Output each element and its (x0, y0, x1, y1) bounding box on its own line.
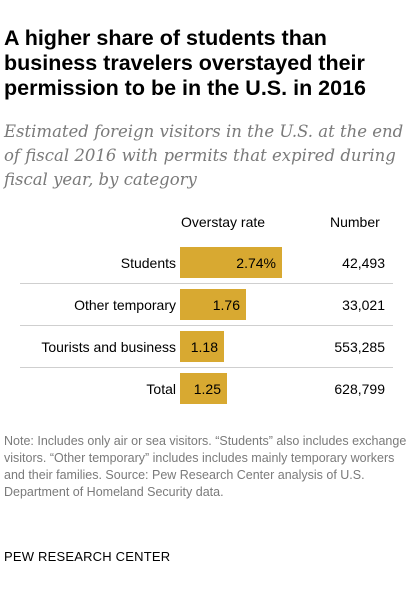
number-value: 553,285 (334, 339, 385, 355)
bar-value-label: 2.74% (236, 255, 276, 271)
column-header-number: Number (330, 214, 380, 230)
category-label: Total (146, 381, 176, 397)
column-header-rate: Overstay rate (181, 214, 266, 230)
table-row: Students 2.74% 42,493 (0, 242, 413, 284)
number-value: 42,493 (342, 255, 385, 271)
table-row: Tourists and business 1.18 553,285 (0, 326, 413, 368)
bar-value-label: 1.18 (190, 339, 218, 355)
note-text: Note: Includes only air or sea visitors.… (4, 434, 407, 499)
table-row: Other temporary 1.76 33,021 (0, 284, 413, 326)
number-value: 628,799 (334, 381, 385, 397)
bar (180, 289, 246, 320)
bar (180, 247, 282, 278)
chart-subtitle: Estimated foreign visitors in the U.S. a… (4, 122, 404, 189)
chart-title: A higher share of students than business… (4, 26, 367, 100)
category-label: Students (120, 255, 176, 271)
row-divider (20, 283, 393, 284)
category-label: Tourists and business (41, 339, 176, 355)
row-divider (20, 325, 393, 326)
row-divider (20, 367, 393, 368)
category-label: Other temporary (74, 297, 176, 313)
bar-value-label: 1.76 (212, 297, 240, 313)
table-row: Total 1.25 628,799 (0, 368, 413, 410)
source-label: PEW RESEARCH CENTER (4, 549, 171, 564)
number-value: 33,021 (342, 297, 385, 313)
bar (180, 373, 227, 404)
bar (180, 331, 224, 362)
bar-value-label: 1.25 (193, 381, 221, 397)
